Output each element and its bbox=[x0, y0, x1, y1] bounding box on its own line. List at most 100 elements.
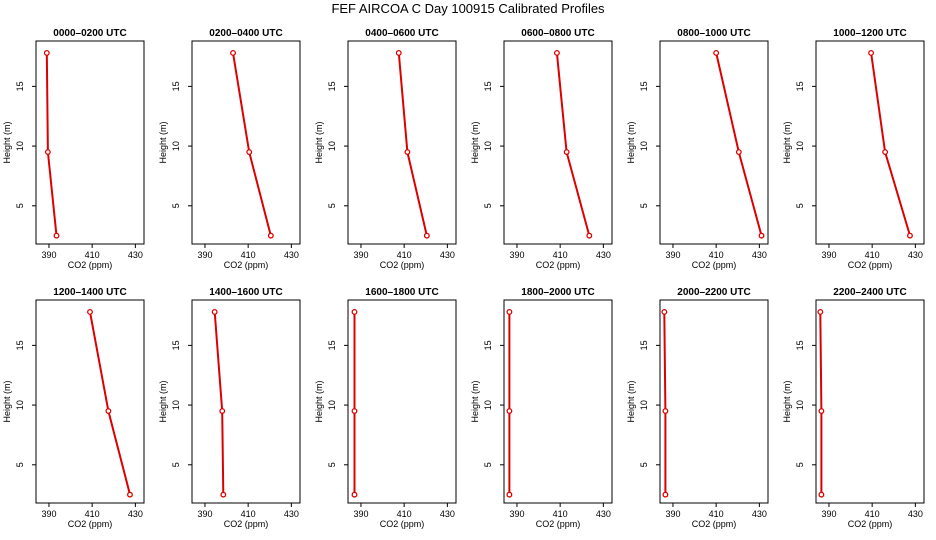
x-tick-label: 410 bbox=[85, 250, 100, 260]
x-tick-label: 390 bbox=[197, 509, 212, 519]
data-point bbox=[246, 149, 253, 156]
x-axis-label: CO2 (ppm) bbox=[692, 519, 737, 529]
x-tick-label: 410 bbox=[241, 509, 256, 519]
plot-frame bbox=[191, 40, 301, 245]
data-point bbox=[423, 232, 430, 239]
x-axis-label: CO2 (ppm) bbox=[692, 260, 737, 270]
y-tick-label: 15 bbox=[483, 340, 493, 350]
plot-frame bbox=[191, 299, 301, 504]
x-tick-label: 430 bbox=[440, 250, 455, 260]
panel-title: 0600–0800 UTC bbox=[521, 28, 594, 39]
plot-frame bbox=[503, 299, 613, 504]
x-tick-label: 390 bbox=[509, 250, 524, 260]
x-tick-label: 390 bbox=[353, 509, 368, 519]
y-tick-label: 5 bbox=[483, 203, 493, 208]
data-point bbox=[735, 149, 742, 156]
data-point bbox=[395, 49, 402, 56]
x-tick-label: 430 bbox=[128, 250, 143, 260]
y-axis-label: Height (m) bbox=[2, 121, 12, 163]
x-tick-label: 430 bbox=[284, 509, 299, 519]
data-point bbox=[87, 308, 93, 315]
y-tick-label: 5 bbox=[795, 462, 805, 467]
x-tick-label: 410 bbox=[397, 250, 412, 260]
data-point bbox=[506, 308, 513, 315]
y-tick-label: 15 bbox=[483, 81, 493, 91]
y-axis-label: Height (m) bbox=[782, 121, 792, 163]
profile-line bbox=[870, 52, 911, 236]
panel-title: 1200–1400 UTC bbox=[53, 287, 126, 298]
y-tick-label: 10 bbox=[327, 400, 337, 410]
profile-line bbox=[819, 311, 823, 495]
data-point bbox=[267, 232, 274, 239]
data-point bbox=[105, 408, 112, 415]
y-axis-label: Height (m) bbox=[314, 380, 324, 422]
data-point bbox=[351, 408, 358, 415]
plot-frame bbox=[815, 40, 925, 245]
x-tick-label: 410 bbox=[865, 250, 880, 260]
x-tick-label: 390 bbox=[665, 250, 680, 260]
x-tick-label: 390 bbox=[821, 250, 836, 260]
profile-line bbox=[232, 52, 272, 236]
y-tick-label: 5 bbox=[795, 203, 805, 208]
x-tick-label: 430 bbox=[908, 509, 923, 519]
data-point bbox=[882, 149, 889, 156]
y-tick-label: 10 bbox=[795, 400, 805, 410]
x-tick-label: 410 bbox=[553, 509, 568, 519]
x-tick-label: 410 bbox=[709, 509, 724, 519]
x-tick-label: 410 bbox=[85, 509, 100, 519]
y-tick-label: 10 bbox=[171, 141, 181, 151]
panel-title: 2000–2200 UTC bbox=[677, 287, 750, 298]
x-tick-label: 430 bbox=[908, 250, 923, 260]
x-axis-label: CO2 (ppm) bbox=[68, 519, 113, 529]
profile-line bbox=[213, 311, 225, 495]
data-point bbox=[868, 49, 875, 56]
x-axis-label: CO2 (ppm) bbox=[380, 260, 425, 270]
data-point bbox=[758, 232, 765, 239]
y-tick-label: 10 bbox=[639, 141, 649, 151]
x-axis-label: CO2 (ppm) bbox=[848, 519, 893, 529]
plot-frame bbox=[659, 40, 769, 245]
data-point bbox=[662, 491, 669, 498]
y-tick-label: 10 bbox=[483, 400, 493, 410]
profile-line bbox=[45, 52, 58, 236]
x-tick-label: 390 bbox=[821, 509, 836, 519]
y-tick-label: 15 bbox=[639, 81, 649, 91]
page-title: FEF AIRCOA C Day 100915 Calibrated Profi… bbox=[331, 1, 605, 16]
plot-frame bbox=[347, 299, 457, 504]
panel-title: 1600–1800 UTC bbox=[365, 287, 438, 298]
plot-frame bbox=[35, 40, 145, 245]
panel-title: 0800–1000 UTC bbox=[677, 28, 750, 39]
x-tick-label: 430 bbox=[752, 509, 767, 519]
y-tick-label: 5 bbox=[327, 203, 337, 208]
x-tick-label: 430 bbox=[752, 250, 767, 260]
data-point bbox=[351, 308, 358, 315]
panel-title: 0400–0600 UTC bbox=[365, 28, 438, 39]
x-tick-label: 430 bbox=[596, 250, 611, 260]
x-axis-label: CO2 (ppm) bbox=[224, 260, 269, 270]
data-point bbox=[907, 232, 913, 239]
y-axis-label: Height (m) bbox=[626, 121, 636, 163]
x-tick-label: 430 bbox=[128, 509, 143, 519]
data-point bbox=[43, 49, 50, 56]
data-point bbox=[506, 408, 513, 415]
y-axis-label: Height (m) bbox=[470, 121, 480, 163]
y-tick-label: 10 bbox=[171, 400, 181, 410]
y-tick-label: 10 bbox=[15, 141, 25, 151]
x-axis-label: CO2 (ppm) bbox=[68, 260, 113, 270]
x-tick-label: 410 bbox=[865, 509, 880, 519]
profile-line bbox=[89, 311, 131, 495]
y-axis-label: Height (m) bbox=[314, 121, 324, 163]
panel-title: 1000–1200 UTC bbox=[833, 28, 906, 39]
y-tick-label: 10 bbox=[327, 141, 337, 151]
y-tick-label: 10 bbox=[15, 400, 25, 410]
data-point bbox=[553, 49, 560, 56]
x-tick-label: 410 bbox=[709, 250, 724, 260]
y-tick-label: 5 bbox=[483, 462, 493, 467]
y-tick-label: 5 bbox=[15, 203, 25, 208]
x-axis-label: CO2 (ppm) bbox=[848, 260, 893, 270]
data-point bbox=[818, 408, 825, 415]
x-axis-label: CO2 (ppm) bbox=[224, 519, 269, 529]
y-tick-label: 10 bbox=[639, 400, 649, 410]
y-tick-label: 15 bbox=[327, 81, 337, 91]
